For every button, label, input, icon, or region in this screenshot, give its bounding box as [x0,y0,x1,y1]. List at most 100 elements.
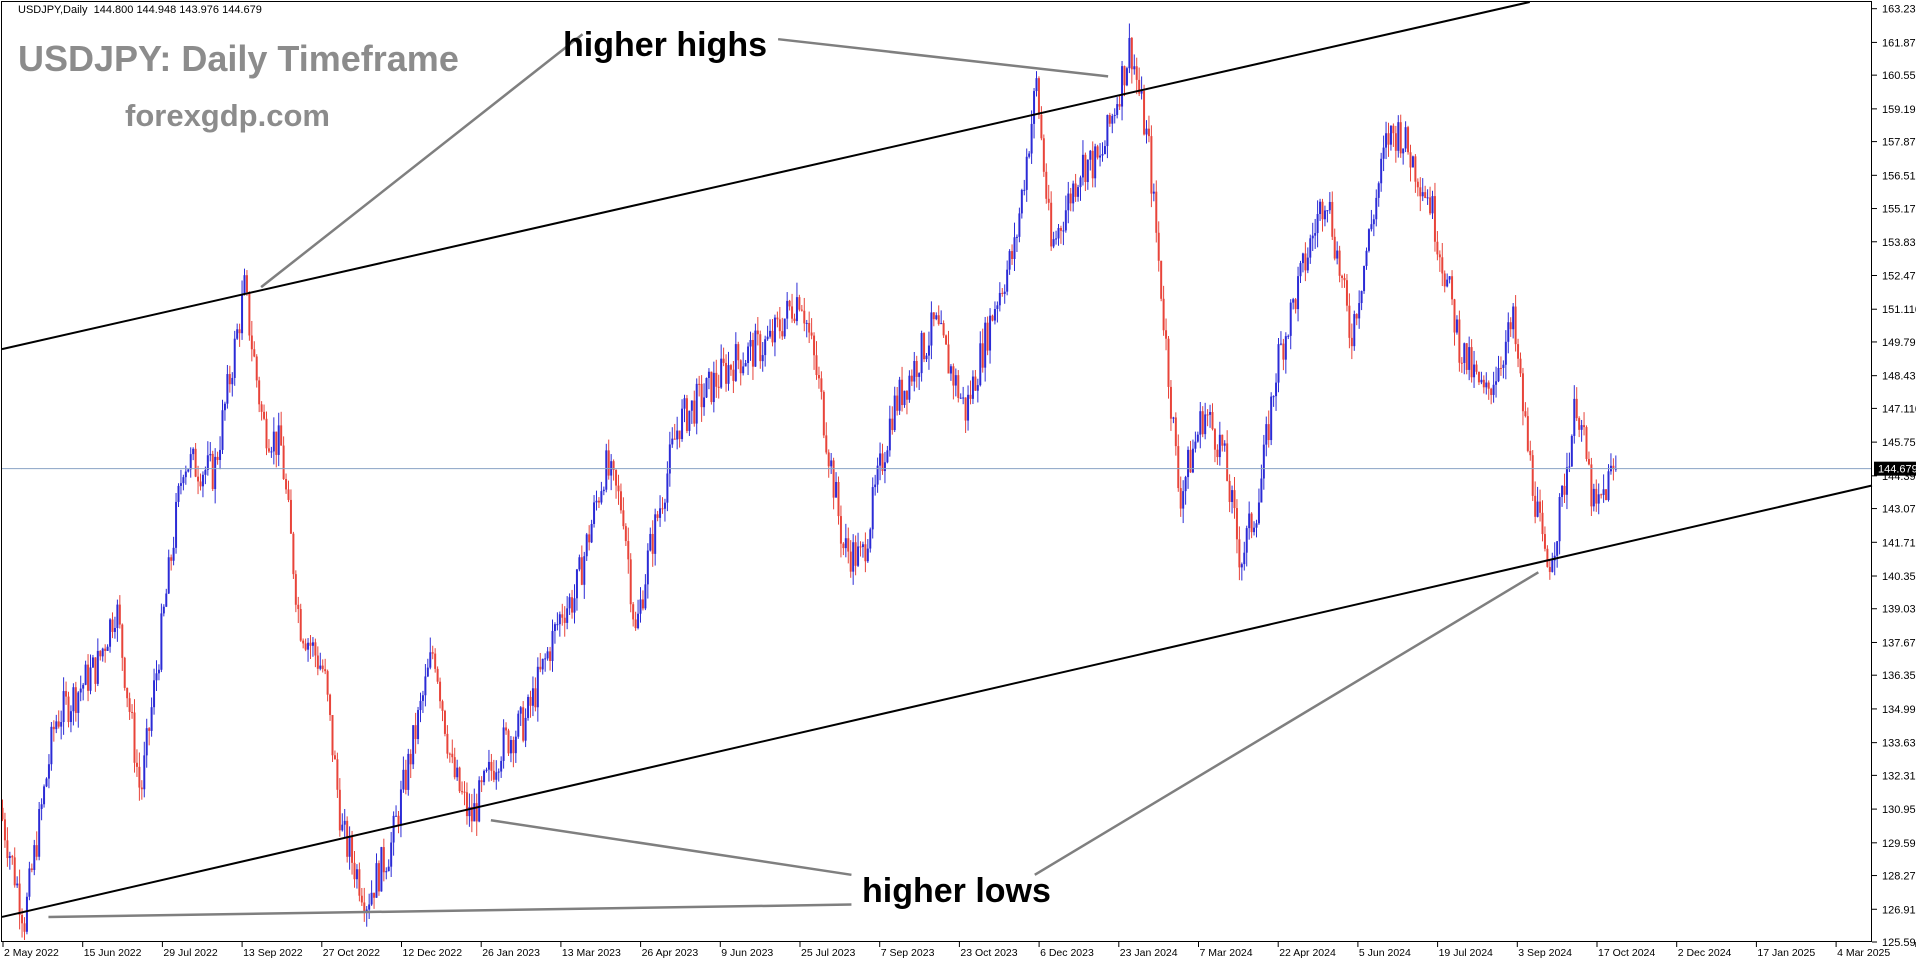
bull-candle [1360,290,1363,311]
price-tick-label: 143.070 [1882,504,1916,516]
bull-candle [1111,113,1114,134]
bull-candle [712,361,715,413]
bear-candle [915,355,918,388]
bull-candle [1006,260,1009,296]
bear-candle [588,525,591,551]
bull-candle [150,697,153,737]
bull-candle [1248,501,1251,540]
bear-candle [52,720,55,742]
price-tick-label: 149.790 [1882,337,1916,349]
bull-candle [82,682,85,701]
bear-candle [1539,489,1542,522]
bear-candle [131,704,134,719]
bear-candle [326,669,329,702]
bear-candle [434,648,437,673]
bear-candle [942,320,945,338]
bull-candle [857,532,860,568]
price-tick-label: 147.110 [1882,403,1916,415]
bull-candle [593,495,596,528]
bull-candle [1473,350,1476,388]
bear-candle [280,411,283,446]
bull-candle [1223,440,1226,452]
bull-candle [844,523,847,558]
bear-candle [265,411,268,456]
bear-candle [1150,125,1153,208]
bull-candle [898,376,901,415]
bull-candle [637,599,640,630]
bear-candle [441,699,444,722]
bear-candle [776,311,779,328]
bear-candle [282,436,285,480]
bull-candle [28,861,31,901]
bear-candle [1543,526,1546,552]
bear-candle [18,869,21,930]
bull-candle [544,653,547,672]
bear-candle [1118,94,1121,111]
price-tick-label: 139.030 [1882,604,1916,616]
bear-candle [1546,545,1549,568]
bull-candle [370,880,373,906]
bear-candle [1563,473,1566,503]
bull-candle [1382,135,1385,172]
bull-candle [795,282,798,326]
bull-candle [341,813,344,832]
bear-candle [1526,407,1529,453]
bear-candle [986,316,989,356]
bull-candle [1301,252,1304,273]
bear-candle [1165,318,1168,351]
time-tick-label: 17 Jan 2025 [1757,947,1815,959]
bull-candle [402,756,405,793]
pointer-lines-group [48,33,1539,919]
bear-candle [297,596,300,624]
bull-candle [1003,284,1006,304]
bear-candle [23,917,26,940]
time-tick-label: 23 Oct 2023 [960,947,1017,959]
time-tick-label: 19 Jul 2024 [1439,947,1493,959]
bull-candle [426,658,429,678]
bear-candle [1167,335,1170,399]
time-tick-label: 29 Jul 2022 [163,947,217,959]
bear-candle [969,380,972,405]
bear-candle [1499,356,1502,376]
bear-candle [822,390,825,439]
bull-candle [1079,175,1082,201]
bear-candle [1338,245,1341,283]
price-tick-label: 128.270 [1882,871,1916,883]
bull-candle [976,378,979,403]
bull-candle [348,826,351,870]
bull-candle [1365,247,1368,270]
bull-candle [487,749,490,782]
bull-candle [182,474,185,491]
bull-candle [355,864,358,889]
bull-candle [835,472,838,498]
bull-candle [1196,431,1199,443]
bear-candle [148,727,151,746]
bear-candle [597,497,600,509]
bull-candle [226,365,229,409]
bear-candle [725,354,728,392]
bear-candle [6,827,9,867]
bull-candle [483,769,486,786]
bear-candle [624,523,627,546]
bull-candle [649,527,652,552]
bear-candle [94,657,97,692]
bull-candle [77,691,80,728]
bull-candle [695,378,698,435]
bull-candle [705,377,708,398]
bear-candle [1047,184,1050,211]
bear-candle [1451,270,1454,306]
bull-candle [1240,562,1243,581]
bull-candle [1592,483,1595,512]
bear-candle [815,341,818,380]
bear-candle [661,497,664,514]
bull-candle [590,519,593,544]
bear-candle [87,654,90,702]
bear-candle [492,759,495,783]
bull-candle [786,292,789,330]
bear-candle [245,270,248,296]
bear-candle [891,406,894,435]
bull-candle [681,399,684,442]
bull-candle [1370,209,1373,232]
bull-candle [954,368,957,397]
bear-candle [238,323,241,347]
